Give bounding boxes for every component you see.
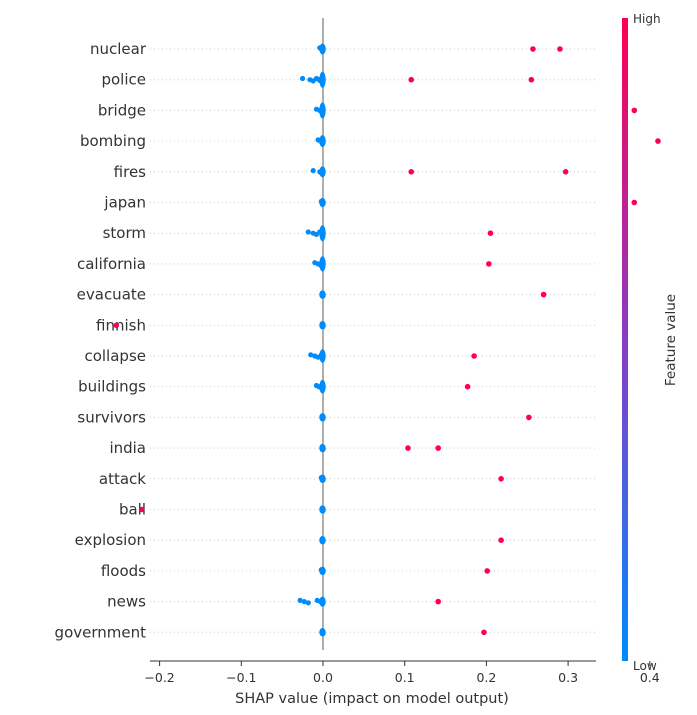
point-high-bombing xyxy=(655,138,661,144)
x-tick-label: 0.4 xyxy=(640,670,660,685)
feature-label-buildings: buildings xyxy=(78,378,146,396)
x-tick-label: 0.0 xyxy=(313,670,333,685)
point-low-india xyxy=(320,446,326,452)
point-high-ball xyxy=(138,506,145,513)
point-low-storm xyxy=(320,230,326,236)
colorbar-high-label: High xyxy=(633,12,661,26)
point-high-fires xyxy=(408,169,415,175)
feature-label-collapse: collapse xyxy=(84,347,146,365)
point-low-news xyxy=(320,600,326,606)
x-tick-label: 0.3 xyxy=(558,670,578,685)
x-tick-label: 0.2 xyxy=(476,670,496,685)
point-high-police xyxy=(408,76,415,83)
point-low-news xyxy=(297,597,303,604)
point-high-attack xyxy=(498,476,504,482)
point-high-evacuate xyxy=(540,291,547,298)
x-tick-label: 0.1 xyxy=(395,670,415,685)
feature-label-floods: floods xyxy=(101,562,146,580)
point-high-india xyxy=(435,445,441,451)
point-high-collapse xyxy=(471,353,477,359)
point-low-floods xyxy=(320,569,326,575)
feature-label-fires: fires xyxy=(114,163,147,181)
point-low-fires xyxy=(310,168,316,174)
point-low-government xyxy=(320,630,326,637)
point-low-news xyxy=(301,599,307,605)
feature-label-california: california xyxy=(77,255,146,273)
x-tick-label: −0.1 xyxy=(226,670,256,685)
point-high-survivors xyxy=(526,414,532,421)
feature-label-ball: ball xyxy=(119,501,146,519)
point-low-bombing xyxy=(320,137,326,143)
point-low-ball xyxy=(320,508,326,514)
point-high-news xyxy=(435,598,441,605)
point-low-buildings xyxy=(320,382,326,389)
point-low-california xyxy=(320,260,326,266)
feature-label-explosion: explosion xyxy=(75,531,146,549)
feature-label-japan: japan xyxy=(103,194,146,212)
point-low-nuclear xyxy=(320,46,326,52)
colorbar xyxy=(622,18,628,661)
point-high-fires xyxy=(562,169,569,175)
point-high-explosion xyxy=(498,537,504,543)
feature-label-attack: attack xyxy=(99,470,146,488)
feature-label-government: government xyxy=(55,623,147,641)
feature-label-survivors: survivors xyxy=(77,408,146,426)
x-axis-ticks: −0.2 −0.1 0.0 0.1 0.2 0.3 0.4 xyxy=(144,661,660,685)
point-high-storm xyxy=(487,230,494,236)
point-low-collapse xyxy=(308,352,314,358)
feature-label-india: india xyxy=(109,439,146,457)
data-points xyxy=(113,43,661,637)
feature-label-police: police xyxy=(101,71,146,89)
point-low-attack xyxy=(320,477,326,483)
point-high-california xyxy=(486,261,492,267)
point-low-finnish xyxy=(320,323,326,330)
point-low-collapse xyxy=(320,353,326,359)
feature-label-bombing: bombing xyxy=(80,132,146,150)
feature-label-bridge: bridge xyxy=(98,101,146,119)
point-low-evacuate xyxy=(320,293,326,299)
point-low-bridge xyxy=(320,106,326,112)
point-high-police xyxy=(528,76,535,83)
point-low-japan xyxy=(320,201,326,207)
point-high-bridge xyxy=(631,107,638,114)
point-low-police xyxy=(320,75,326,82)
point-high-nuclear xyxy=(530,46,536,52)
point-low-news xyxy=(305,600,311,606)
point-low-police xyxy=(299,75,306,82)
point-low-explosion xyxy=(320,538,326,545)
x-axis-title: SHAP value (impact on model output) xyxy=(235,691,509,707)
point-high-buildings xyxy=(464,383,471,390)
point-high-nuclear xyxy=(557,46,563,52)
point-high-finnish xyxy=(113,322,120,329)
feature-label-nuclear: nuclear xyxy=(90,40,147,58)
colorbar-low-label: Low xyxy=(633,659,657,673)
feature-label-evacuate: evacuate xyxy=(77,286,146,304)
point-high-floods xyxy=(484,568,491,574)
feature-rows: nuclear police bridge bombing fires japan stor… xyxy=(55,40,596,641)
point-low-survivors xyxy=(320,416,326,422)
feature-label-finnish: finnish xyxy=(96,316,146,334)
feature-label-storm: storm xyxy=(103,224,146,242)
colorbar-title: Feature value xyxy=(663,294,679,386)
point-high-government xyxy=(481,629,487,636)
point-high-japan xyxy=(631,199,638,206)
point-low-storm xyxy=(305,229,311,235)
point-high-india xyxy=(405,445,411,451)
point-low-fires xyxy=(320,168,326,174)
x-tick-label: −0.2 xyxy=(144,670,174,685)
feature-label-news: news xyxy=(107,593,146,611)
